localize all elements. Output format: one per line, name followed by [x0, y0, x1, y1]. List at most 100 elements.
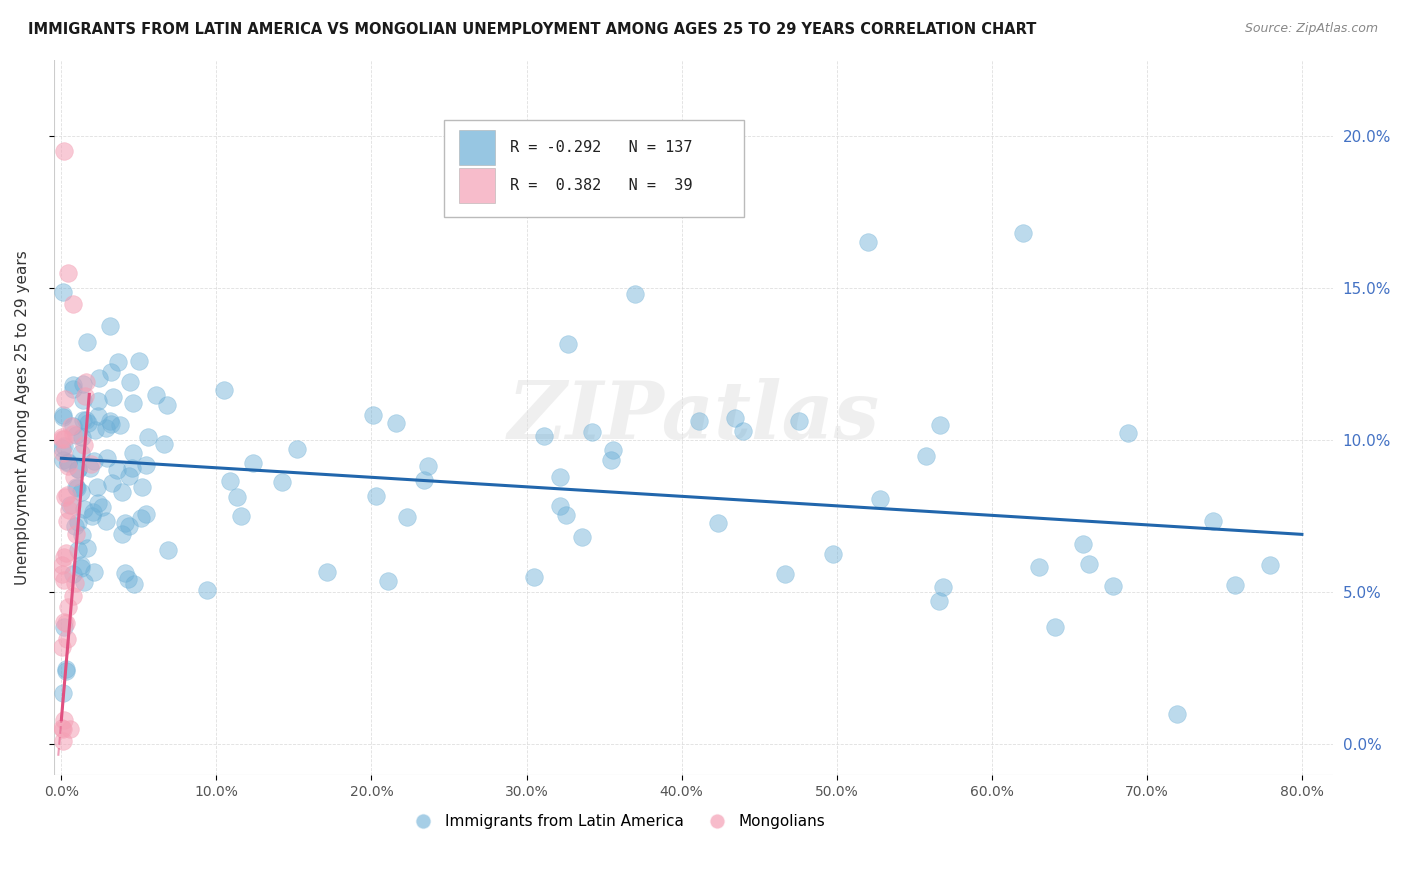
Point [1011, 226, 1033, 240]
Point [73, 438, 96, 452]
Point [56, 458, 79, 473]
Point [135, 458, 157, 472]
Point [76, 335, 98, 350]
Point [122, 395, 145, 409]
Point [118, 468, 141, 483]
Point [52, 549, 75, 564]
Point [557, 337, 579, 351]
Point [62, 378, 84, 392]
Point [135, 507, 157, 521]
Point [724, 410, 747, 425]
Point [111, 527, 134, 541]
Point [599, 452, 621, 467]
Point [624, 287, 647, 301]
Point [51, 721, 73, 735]
Point [83, 454, 105, 468]
Point [73, 388, 96, 402]
Point [928, 594, 950, 608]
Point [128, 354, 150, 368]
Point [62, 297, 84, 311]
Point [55, 662, 77, 676]
Point [96, 451, 118, 466]
Point [361, 408, 384, 422]
Point [65, 480, 87, 494]
Point [1077, 557, 1099, 571]
FancyBboxPatch shape [444, 120, 744, 217]
Point [53, 432, 76, 446]
Point [138, 430, 160, 444]
Point [396, 510, 419, 524]
Point [55, 615, 77, 630]
Point [225, 490, 247, 504]
Point [72, 413, 94, 427]
Point [413, 473, 436, 487]
Point [52, 410, 75, 425]
Point [1202, 514, 1225, 528]
Point [56, 455, 79, 469]
Point [117, 518, 139, 533]
Point [86, 480, 108, 494]
Point [87, 371, 110, 385]
Point [823, 547, 845, 561]
Point [52, 686, 75, 700]
Point [53, 615, 76, 629]
Point [63, 519, 86, 533]
Text: Source: ZipAtlas.com: Source: ZipAtlas.com [1244, 22, 1378, 36]
Point [51, 640, 73, 654]
Point [100, 365, 122, 379]
Point [285, 442, 308, 456]
Point [548, 470, 571, 484]
Text: IMMIGRANTS FROM LATIN AMERICA VS MONGOLIAN UNEMPLOYMENT AMONG AGES 25 TO 29 YEAR: IMMIGRANTS FROM LATIN AMERICA VS MONGOLI… [28, 22, 1036, 37]
Point [56, 488, 79, 502]
Point [80, 457, 103, 471]
Point [51, 446, 73, 460]
Point [56, 266, 79, 280]
Bar [460, 130, 495, 165]
Point [219, 474, 242, 488]
Point [242, 456, 264, 470]
Point [98, 413, 121, 427]
Point [77, 417, 100, 431]
Point [67, 462, 90, 476]
Point [114, 566, 136, 581]
Point [87, 409, 110, 423]
Point [79, 461, 101, 475]
Point [111, 485, 134, 500]
Point [731, 424, 754, 438]
Point [52, 722, 75, 736]
Point [105, 463, 128, 477]
Point [416, 458, 439, 473]
Point [56, 456, 79, 470]
Point [76, 541, 98, 555]
Point [82, 509, 104, 524]
Point [69, 558, 91, 572]
Point [602, 443, 624, 458]
Point [156, 398, 179, 412]
Point [53, 713, 76, 727]
Point [53, 573, 76, 587]
Point [53, 620, 76, 634]
Point [100, 417, 122, 431]
Point [706, 516, 728, 530]
Point [915, 449, 938, 463]
Point [366, 489, 388, 503]
Point [82, 505, 104, 519]
Point [52, 452, 75, 467]
Point [533, 428, 555, 442]
Point [1071, 537, 1094, 551]
Point [117, 572, 139, 586]
Point [70, 446, 93, 460]
Point [53, 392, 76, 406]
Point [63, 576, 86, 591]
Point [1258, 558, 1281, 572]
Point [1045, 620, 1067, 634]
Point [869, 492, 891, 507]
Point [63, 469, 86, 483]
Point [83, 565, 105, 579]
Point [66, 516, 89, 530]
Point [51, 430, 73, 444]
Point [51, 441, 73, 455]
Point [56, 600, 79, 615]
Point [101, 476, 124, 491]
Point [91, 500, 114, 515]
